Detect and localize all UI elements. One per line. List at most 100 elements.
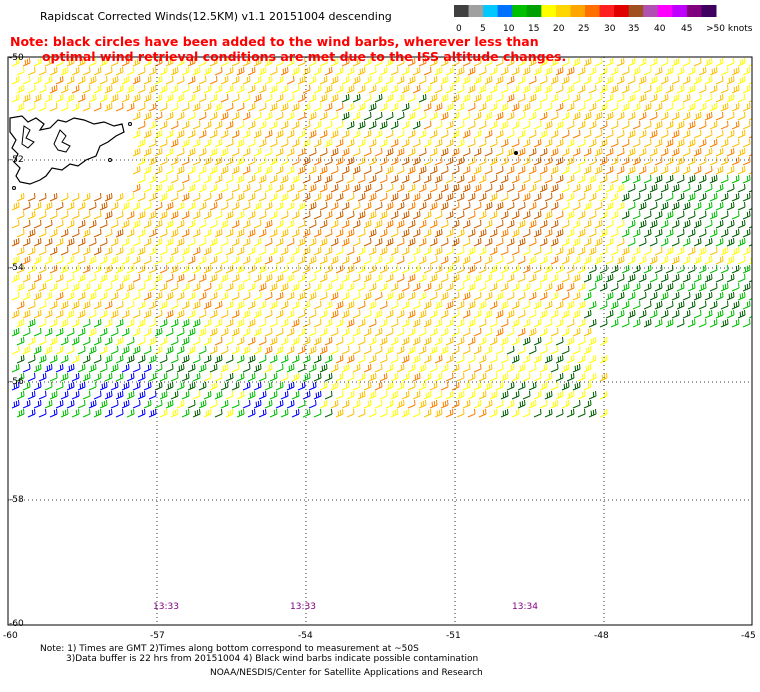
wind-barb	[742, 318, 751, 328]
wind-barb	[214, 372, 223, 382]
wind-barb	[313, 210, 322, 220]
wind-barb	[368, 282, 377, 292]
legend-swatch	[643, 5, 659, 17]
wind-barb	[357, 318, 366, 328]
wind-barb	[572, 345, 581, 355]
wind-barb	[429, 273, 438, 283]
wind-barb	[264, 147, 273, 157]
wind-barb	[610, 300, 619, 310]
wind-barb	[528, 93, 537, 103]
wind-barb	[522, 408, 531, 418]
wind-barb	[715, 57, 724, 67]
wind-barb	[660, 219, 669, 229]
wind-barb	[99, 255, 108, 265]
wind-barb	[407, 147, 416, 157]
wind-barb	[451, 291, 460, 301]
wind-barb	[632, 264, 641, 274]
wind-barb	[143, 291, 152, 301]
wind-barb	[368, 408, 377, 418]
wind-barb	[297, 381, 306, 391]
wind-barb	[319, 363, 328, 373]
wind-barb	[121, 273, 130, 283]
wind-barb	[456, 282, 465, 292]
wind-barb	[352, 57, 361, 67]
wind-barb	[247, 210, 256, 220]
wind-barb	[665, 210, 674, 220]
wind-barb	[462, 111, 471, 121]
wind-barb	[275, 183, 284, 193]
wind-barb	[528, 255, 537, 265]
wind-barb	[654, 246, 663, 256]
wind-barb	[451, 363, 460, 373]
wind-barb	[484, 345, 493, 355]
wind-barb	[555, 66, 564, 76]
wind-barb	[99, 273, 108, 283]
wind-barb	[649, 111, 658, 121]
wind-barb	[110, 255, 119, 265]
wind-barb	[368, 390, 377, 400]
wind-barb	[49, 390, 58, 400]
wind-barb	[715, 93, 724, 103]
wind-barb	[456, 264, 465, 274]
wind-barb	[236, 390, 245, 400]
wind-barb	[176, 237, 185, 247]
wind-barb	[418, 345, 427, 355]
wind-barb	[660, 273, 669, 283]
wind-barb	[550, 111, 559, 121]
wind-barb	[412, 300, 421, 310]
wind-barb	[407, 129, 416, 139]
wind-barb	[698, 174, 707, 184]
wind-barb	[528, 201, 537, 211]
wind-barb	[165, 363, 174, 373]
wind-barb	[594, 93, 603, 103]
wind-barb	[231, 273, 240, 283]
lon-label: -51	[446, 631, 461, 641]
wind-barb	[66, 309, 75, 319]
wind-barb	[539, 111, 548, 121]
wind-barb	[583, 147, 592, 157]
wind-barb	[561, 381, 570, 391]
wind-barb	[220, 363, 229, 373]
wind-barb	[280, 318, 289, 328]
wind-barb	[533, 84, 542, 94]
wind-barb	[594, 57, 603, 67]
wind-barb	[676, 156, 685, 166]
wind-barb	[489, 300, 498, 310]
wind-barb	[621, 228, 630, 238]
wind-barb	[544, 228, 553, 238]
wind-barb	[544, 192, 553, 202]
wind-barb	[407, 345, 416, 355]
wind-barb	[379, 336, 388, 346]
wind-barb	[38, 318, 47, 328]
wind-barb	[291, 390, 300, 400]
wind-barb	[401, 174, 410, 184]
wind-barb	[434, 408, 443, 418]
wind-barb	[231, 381, 240, 391]
wind-barb	[203, 282, 212, 292]
wind-barb	[341, 309, 350, 319]
wind-barb	[676, 210, 685, 220]
wind-barb	[385, 363, 394, 373]
wind-barb	[220, 273, 229, 283]
wind-barb	[517, 255, 526, 265]
wind-barb	[462, 381, 471, 391]
wind-barb	[308, 93, 317, 103]
wind-barb	[451, 255, 460, 265]
wind-barb	[698, 192, 707, 202]
wind-barb	[16, 264, 25, 274]
wind-barb	[429, 363, 438, 373]
wind-barb	[187, 165, 196, 175]
wind-barb	[214, 282, 223, 292]
wind-barb	[621, 156, 630, 166]
wind-barb	[539, 273, 548, 283]
wind-barb	[742, 264, 751, 274]
wind-barb	[11, 93, 20, 103]
wind-barb	[60, 372, 69, 382]
wind-barb	[341, 111, 350, 121]
wind-barb	[27, 210, 36, 220]
wind-barb	[82, 354, 91, 364]
wind-barb	[154, 201, 163, 211]
wind-barb	[715, 291, 724, 301]
wind-barb	[253, 201, 262, 211]
